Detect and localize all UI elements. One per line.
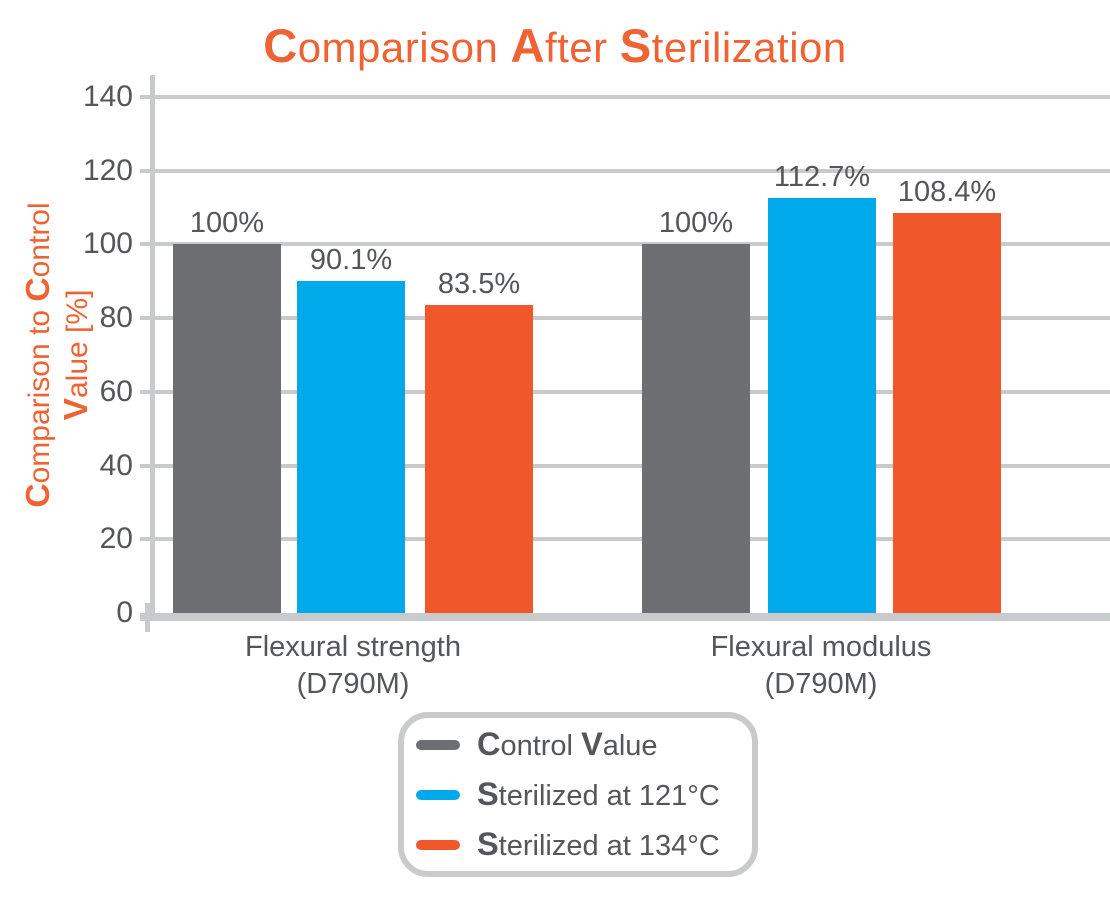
legend: Control Value Sterilized at 121°C Steriliz… bbox=[398, 712, 758, 877]
gridline-60 bbox=[155, 389, 1110, 394]
bar-control-value-flexural-strength-d790m bbox=[173, 244, 281, 613]
category-label-flexural-modulus-d790m: Flexural modulus (D790M) bbox=[571, 629, 1071, 703]
gridline-100 bbox=[155, 242, 1110, 247]
y-tick-label-40: 40 bbox=[99, 448, 133, 482]
y-tick-label-100: 100 bbox=[82, 227, 133, 261]
legend-swatch-icon bbox=[416, 739, 460, 750]
y-tick-mark-100 bbox=[140, 242, 155, 247]
y-tick-label-20: 20 bbox=[99, 522, 133, 556]
legend-item-label: Control Value bbox=[477, 726, 658, 762]
legend-item-control-value: Control Value bbox=[416, 726, 752, 763]
y-tick-mark-20 bbox=[140, 537, 155, 542]
y-tick-label-140: 140 bbox=[82, 80, 133, 113]
bar-value-label: 90.1% bbox=[309, 243, 393, 276]
bar-value-label: 112.7% bbox=[773, 160, 871, 193]
category-label-line-2: (D790M) bbox=[764, 668, 878, 700]
bar-value-label: 100% bbox=[189, 207, 265, 240]
y-tick-label-60: 60 bbox=[99, 374, 133, 408]
legend-swatch-icon bbox=[416, 839, 460, 850]
bar-sterilized-at-134-c-flexural-strength-d790m bbox=[425, 305, 533, 613]
chart-title: Comparison After Sterilization bbox=[263, 19, 847, 72]
gridline-140 bbox=[155, 95, 1110, 99]
gridline-120 bbox=[155, 168, 1110, 173]
bar-control-value-flexural-modulus-d790m bbox=[642, 244, 750, 613]
y-tick-mark-140 bbox=[140, 95, 155, 99]
bar-value-label: 100% bbox=[658, 207, 734, 240]
category-label-flexural-strength-d790m: Flexural strength (D790M) bbox=[103, 629, 603, 703]
bar-sterilized-at-134-c-flexural-modulus-d790m bbox=[893, 213, 1001, 613]
bar-value-label: 83.5% bbox=[437, 268, 521, 301]
gridline-80 bbox=[155, 316, 1110, 321]
legend-swatch-icon bbox=[416, 789, 460, 800]
category-label-line-1: Flexural modulus bbox=[710, 631, 932, 663]
y-tick-label-120: 120 bbox=[82, 153, 133, 187]
bar-sterilized-at-121-c-flexural-strength-d790m bbox=[297, 280, 405, 613]
legend-item-label: Sterilized at 121°C bbox=[477, 776, 720, 812]
category-label-line-1: Flexural strength bbox=[245, 631, 461, 663]
legend-item-label: Sterilized at 134°C bbox=[477, 826, 720, 862]
gridline-40 bbox=[155, 463, 1110, 468]
y-tick-mark-60 bbox=[140, 389, 155, 394]
plot-area: 0 20 40 60 80 100 120 140 100% 100% 90.1% 112.7% 83… bbox=[83, 75, 1110, 700]
y-tick-label-80: 80 bbox=[99, 301, 133, 335]
y-axis-line bbox=[150, 75, 155, 621]
category-label-line-2: (D790M) bbox=[296, 668, 410, 700]
y-tick-mark-120 bbox=[140, 168, 155, 173]
y-tick-label-0: 0 bbox=[116, 596, 133, 629]
y-tick-mark-80 bbox=[140, 316, 155, 321]
gridline-20 bbox=[155, 537, 1110, 542]
x-axis-line bbox=[140, 613, 1110, 621]
y-tick-mark-40 bbox=[140, 463, 155, 468]
legend-item-sterilized-at-121-c: Sterilized at 121°C bbox=[416, 776, 752, 813]
bar-sterilized-at-121-c-flexural-modulus-d790m bbox=[768, 197, 876, 613]
bar-value-label: 108.4% bbox=[897, 176, 997, 209]
legend-item-sterilized-at-134-c: Sterilized at 134°C bbox=[416, 826, 752, 863]
